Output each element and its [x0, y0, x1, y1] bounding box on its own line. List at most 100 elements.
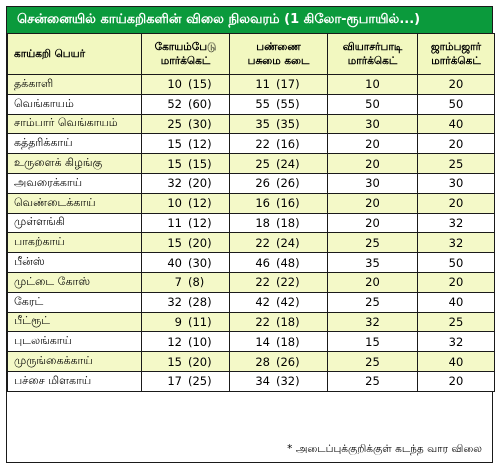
koyambedu-price: 32 (28) — [141, 291, 230, 313]
koyambedu-price: 25 (30) — [141, 113, 230, 135]
koyambedu-price: 9 (11) — [141, 311, 230, 333]
vegetable-name: புடலங்காய் — [7, 331, 142, 353]
pannai-previous-week: (26) — [276, 354, 300, 369]
vyasarpadi-price: 20 — [327, 271, 418, 293]
koyambedu-price: 11 (12) — [141, 212, 230, 234]
pannai-current: 22 — [255, 235, 270, 250]
koyambedu-previous-week: (20) — [188, 176, 212, 191]
vyasarpadi-price: 20 — [327, 192, 418, 214]
pannai-price: 22 (22) — [229, 271, 328, 293]
table-row: பீட்ரூட் 9 (11) 22 (18) 32 25 — [7, 311, 495, 333]
table-row: பீன்ஸ் 40 (30) 46 (48) 35 50 — [7, 252, 495, 273]
pannai-previous-week: (17) — [276, 77, 300, 92]
table-row: பச்சை மிளகாய் 17 (25) 34 (32) 25 20 — [7, 370, 495, 392]
footnote: * அடைப்புக்குறிக்குள் கடந்த வார விலை — [287, 443, 482, 455]
koyambedu-current: 32 — [167, 176, 182, 191]
header-vegetable-name: காய்கறி பெயர் — [7, 33, 142, 75]
table-row: முருங்கைக்காய் 15 (20) 28 (26) 25 40 — [7, 351, 495, 372]
vegetable-name: முள்ளங்கி — [7, 212, 142, 234]
koyambedu-previous-week: (11) — [188, 314, 212, 329]
koyambedu-previous-week: (15) — [188, 156, 212, 171]
vyasarpadi-price: 10 — [327, 74, 418, 95]
vyasarpadi-price: 20 — [327, 133, 418, 155]
jambazar-price: 32 — [417, 212, 495, 234]
vegetable-name: உருளைக் கிழங்கு — [7, 153, 142, 174]
koyambedu-current: 15 — [167, 235, 182, 250]
pannai-previous-week: (42) — [276, 295, 300, 310]
table-title: சென்னையில் காய்கறிகளின் விலை நிலவரம் (1 … — [7, 7, 492, 33]
pannai-previous-week: (16) — [276, 136, 300, 151]
pannai-current: 35 — [255, 116, 270, 131]
vegetable-name: முட்டை கோஸ் — [7, 271, 142, 293]
vyasarpadi-price: 30 — [327, 113, 418, 135]
pannai-current: 46 — [255, 255, 270, 270]
table-body: தக்காளி 10 (15) 11 (17) 10 20 வெங்காயம் 52 (60) 55… — [7, 74, 495, 392]
pannai-price: 16 (16) — [229, 192, 328, 214]
pannai-previous-week: (32) — [276, 374, 300, 389]
pannai-price: 26 (26) — [229, 172, 328, 194]
pannai-previous-week: (16) — [276, 196, 300, 211]
koyambedu-previous-week: (12) — [188, 196, 212, 211]
koyambedu-previous-week: (60) — [188, 97, 212, 112]
pannai-current: 14 — [255, 334, 270, 349]
pannai-previous-week: (48) — [276, 255, 300, 270]
jambazar-price: 40 — [417, 291, 495, 313]
pannai-previous-week: (26) — [276, 176, 300, 191]
koyambedu-previous-week: (30) — [188, 255, 212, 270]
jambazar-price: 20 — [417, 370, 495, 392]
koyambedu-previous-week: (20) — [188, 354, 212, 369]
pannai-previous-week: (24) — [276, 235, 300, 250]
jambazar-price: 32 — [417, 331, 495, 353]
vyasarpadi-price: 25 — [327, 370, 418, 392]
jambazar-price: 20 — [417, 74, 495, 95]
koyambedu-current: 12 — [167, 334, 182, 349]
koyambedu-previous-week: (30) — [188, 116, 212, 131]
koyambedu-price: 15 (20) — [141, 351, 230, 372]
koyambedu-price: 10 (12) — [141, 192, 230, 214]
header-row: காய்கறி பெயர் கோயம்பேடு மார்க்கெட் பண்ணை ப… — [7, 33, 495, 75]
pannai-previous-week: (24) — [276, 156, 300, 171]
koyambedu-current: 10 — [167, 196, 182, 211]
vegetable-name: பாகற்காய் — [7, 232, 142, 254]
vegetable-name: அவரைக்காய் — [7, 172, 142, 194]
pannai-price: 18 (18) — [229, 212, 328, 234]
koyambedu-price: 12 (10) — [141, 331, 230, 353]
pannai-previous-week: (18) — [276, 215, 300, 230]
vegetable-name: சாம்பார் வெங்காயம் — [7, 113, 142, 135]
pannai-previous-week: (18) — [276, 334, 300, 349]
pannai-previous-week: (22) — [276, 275, 300, 290]
vegetable-name: தக்காளி — [7, 74, 142, 95]
vegetable-name: கேரட் — [7, 291, 142, 313]
header-pannai: பண்ணை பசுமை கடை — [229, 33, 328, 75]
koyambedu-price: 32 (20) — [141, 172, 230, 194]
vegetable-name: வெண்டைக்காய் — [7, 192, 142, 214]
jambazar-price: 30 — [417, 172, 495, 194]
pannai-price: 22 (16) — [229, 133, 328, 155]
koyambedu-previous-week: (12) — [188, 215, 212, 230]
table-row: உருளைக் கிழங்கு 15 (15) 25 (24) 20 25 — [7, 153, 495, 174]
vyasarpadi-price: 35 — [327, 252, 418, 273]
koyambedu-current: 40 — [167, 255, 182, 270]
vyasarpadi-price: 20 — [327, 212, 418, 234]
pannai-current: 34 — [255, 374, 270, 389]
jambazar-price: 40 — [417, 113, 495, 135]
koyambedu-current: 15 — [167, 136, 182, 151]
vyasarpadi-price: 32 — [327, 311, 418, 333]
vyasarpadi-price: 25 — [327, 351, 418, 372]
pannai-current: 26 — [255, 176, 270, 191]
koyambedu-current: 52 — [167, 97, 182, 112]
vyasarpadi-price: 25 — [327, 232, 418, 254]
jambazar-price: 20 — [417, 133, 495, 155]
vegetable-name: வெங்காயம் — [7, 93, 142, 115]
pannai-price: 14 (18) — [229, 331, 328, 353]
table-row: முள்ளங்கி 11 (12) 18 (18) 20 32 — [7, 212, 495, 234]
koyambedu-current: 15 — [167, 156, 182, 171]
pannai-price: 35 (35) — [229, 113, 328, 135]
table-row: கேரட் 32 (28) 42 (42) 25 40 — [7, 291, 495, 313]
table-row: வெங்காயம் 52 (60) 55 (55) 50 50 — [7, 93, 495, 115]
vyasarpadi-price: 15 — [327, 331, 418, 353]
koyambedu-price: 7 (8) — [141, 271, 230, 293]
koyambedu-price: 40 (30) — [141, 252, 230, 273]
header-jambazar: ஜாம்பஜார் மார்க்கெட் — [417, 33, 495, 75]
pannai-current: 22 — [255, 136, 270, 151]
